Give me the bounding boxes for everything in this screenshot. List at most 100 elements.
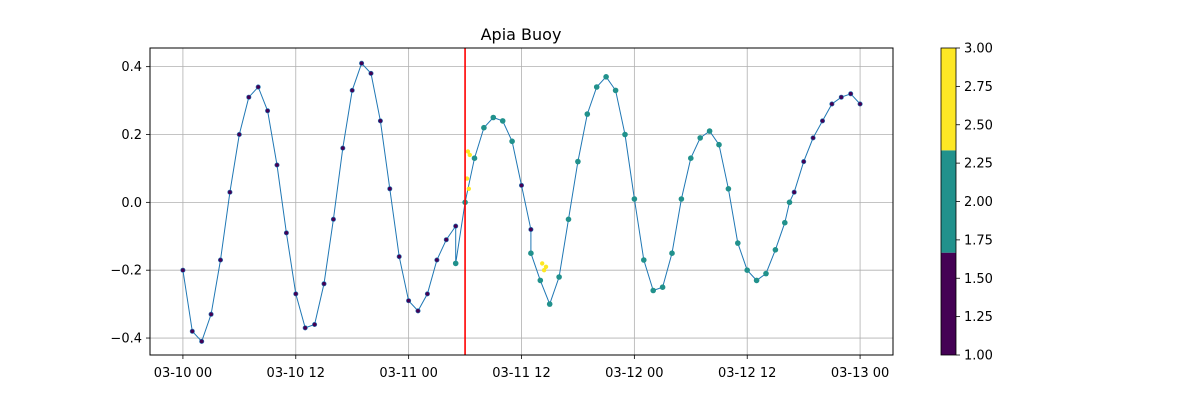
data-point: [293, 291, 299, 297]
series-lines: [182, 62, 861, 343]
chart-title: Apia Buoy: [481, 25, 562, 44]
data-point: [330, 216, 336, 222]
x-tick-label: 03-12 00: [605, 366, 663, 381]
data-point: [744, 267, 750, 274]
data-point: [537, 277, 544, 284]
data-point: [753, 277, 760, 284]
data-point: [434, 257, 440, 263]
data-point: [265, 108, 271, 114]
data-point: [283, 230, 289, 236]
data-point: [321, 281, 327, 287]
data-point: [528, 250, 534, 256]
data-point: [612, 87, 619, 94]
data-point: [541, 268, 547, 273]
data-point: [631, 196, 638, 202]
colorbar-band: [941, 150, 956, 253]
series-line: [182, 62, 861, 343]
data-point: [199, 338, 205, 344]
data-point: [772, 247, 779, 253]
data-point: [593, 84, 600, 90]
x-tick-label: 03-13 00: [831, 366, 889, 381]
data-point: [688, 155, 694, 161]
colorbar-tick-label: 1.25: [964, 310, 993, 325]
data-point: [810, 135, 816, 141]
data-point: [565, 216, 572, 223]
x-tick-label: 03-11 00: [379, 366, 437, 381]
colorbar: 3.00 2.75 2.50 2.25 2.00 1.75 1.50 1.25 1.00: [940, 42, 993, 364]
data-point: [725, 186, 732, 192]
data-point: [387, 186, 393, 192]
data-point: [857, 101, 863, 107]
data-point: [312, 321, 318, 327]
data-point: [340, 145, 346, 151]
data-point: [509, 138, 515, 145]
colorbar-band: [941, 48, 956, 151]
data-point: [227, 189, 233, 195]
x-tick-label: 03-11 12: [492, 366, 550, 381]
x-tick-label: 03-10 12: [267, 366, 325, 381]
data-point: [829, 101, 835, 107]
colorbar-tick-label: 1.00: [964, 349, 993, 364]
colorbar-tick-label: 1.75: [964, 233, 993, 248]
data-point: [801, 159, 807, 165]
colorbar-tick-label: 2.50: [964, 118, 993, 133]
data-point: [349, 87, 355, 93]
data-point: [603, 74, 609, 80]
data-point: [556, 274, 562, 280]
data-point: [424, 291, 430, 297]
x-tick-label: 03-10 00: [154, 366, 212, 381]
data-point: [735, 240, 741, 246]
data-point: [466, 186, 471, 191]
colorbar-tick-label: 1.50: [964, 272, 993, 287]
axes: 03-10 00 03-10 12 03-11 00 03-11 12 03-12 00…: [110, 60, 889, 381]
data-point: [396, 254, 402, 260]
data-point: [180, 267, 186, 273]
data-point: [659, 284, 666, 291]
y-tick-label: −0.4: [110, 332, 142, 347]
data-point: [546, 301, 553, 307]
data-point: [819, 118, 825, 124]
data-point: [584, 111, 591, 117]
data-point: [786, 199, 793, 206]
data-point: [274, 162, 280, 168]
data-point: [189, 328, 195, 334]
data-point: [471, 155, 478, 161]
data-point: [622, 131, 628, 138]
data-point: [490, 114, 497, 121]
data-point: [443, 237, 449, 243]
data-point: [453, 223, 459, 229]
data-point: [782, 219, 788, 226]
data-point: [359, 60, 365, 66]
data-point: [246, 94, 252, 100]
data-point: [650, 287, 656, 294]
colorbar-tick-label: 3.00: [964, 42, 993, 57]
data-point: [499, 118, 506, 124]
data-point: [481, 124, 487, 131]
data-point: [641, 257, 647, 263]
data-point: [678, 196, 685, 202]
data-point: [465, 149, 471, 154]
data-point: [716, 141, 722, 148]
data-point: [791, 189, 797, 195]
data-point: [406, 298, 412, 304]
data-point: [518, 182, 524, 188]
data-point: [848, 91, 854, 97]
data-point: [543, 264, 549, 269]
data-point: [467, 152, 472, 158]
data-point: [377, 118, 383, 124]
data-point: [302, 325, 308, 331]
data-point: [697, 135, 703, 141]
y-tick-label: −0.2: [110, 264, 142, 279]
data-point: [763, 270, 769, 277]
y-tick-label: 0.0: [121, 196, 142, 211]
data-point: [464, 176, 470, 181]
colorbar-tick-label: 2.00: [964, 195, 993, 210]
colorbar-tick-label: 2.25: [964, 157, 993, 172]
data-point: [452, 260, 459, 267]
data-point: [415, 308, 421, 314]
data-point: [368, 70, 374, 76]
x-tick-label: 03-12 12: [718, 366, 776, 381]
colorbar-tick-label: 2.75: [964, 80, 993, 95]
data-point: [706, 128, 713, 134]
